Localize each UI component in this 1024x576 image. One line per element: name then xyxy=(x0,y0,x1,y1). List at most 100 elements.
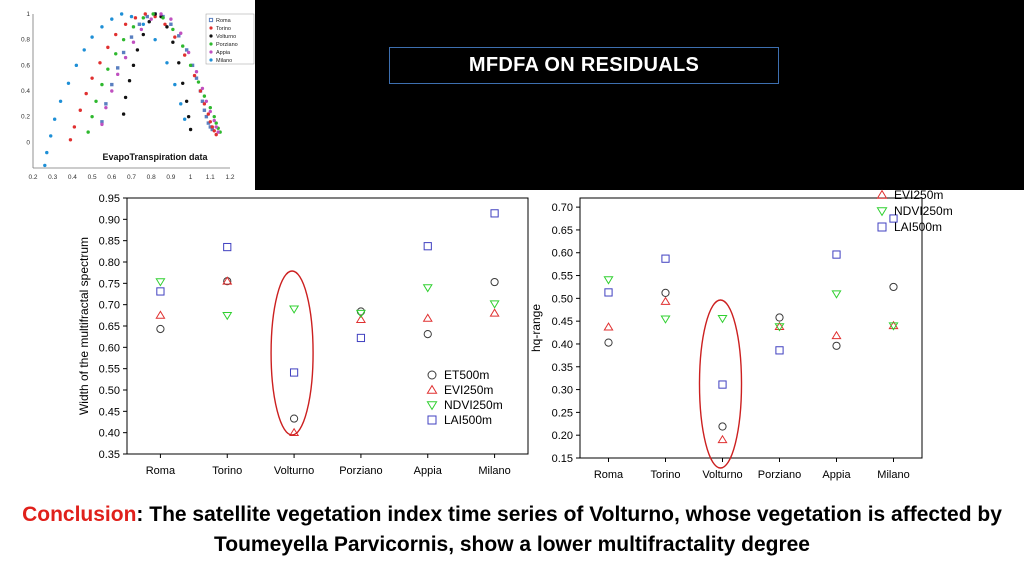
inset-legend-marker xyxy=(208,17,214,23)
y-tick-label: 0.20 xyxy=(552,430,573,442)
inset-point xyxy=(169,22,173,26)
inset-legend-marker xyxy=(209,50,213,54)
inset-x-tick-label: 0.6 xyxy=(107,174,116,181)
inset-point xyxy=(206,121,211,125)
legend-label-lai500m: LAI500m xyxy=(894,220,942,234)
inset-legend-marker xyxy=(209,34,213,38)
inset-point xyxy=(121,50,126,55)
inset-point xyxy=(208,125,212,129)
legend-label-evi250m: EVI250m xyxy=(894,188,943,202)
data-point-lai500m xyxy=(718,380,727,389)
y-tick-label: 0.95 xyxy=(99,193,120,205)
y-tick-label: 0.25 xyxy=(552,407,573,419)
inset-point xyxy=(131,63,136,68)
inset-point xyxy=(169,17,173,21)
inset-point xyxy=(173,82,177,87)
inset-x-tick-label: 0.8 xyxy=(147,174,156,181)
legend-label-et500m: ET500m xyxy=(444,368,489,382)
inset-legend-marker xyxy=(209,42,213,46)
inset-point xyxy=(165,61,169,65)
inset-point xyxy=(129,35,134,39)
inset-legend-label: Volturno xyxy=(216,34,236,40)
inset-point xyxy=(131,25,136,29)
slide-title: MFDFA ON RESIDUALS xyxy=(389,47,779,84)
inset-point xyxy=(66,81,71,86)
inset-point xyxy=(184,48,189,52)
data-point-et500m xyxy=(156,324,165,334)
inset-point xyxy=(147,20,151,24)
data-point-lai500m xyxy=(223,242,232,252)
inset-legend-label: Torino xyxy=(216,26,231,32)
legend-marker-lai500m xyxy=(877,222,887,232)
width-spectrum-chart: 0.35 0.40 0.45 0.50 0.55 0.60 0.65 0.70 0.75 0.80… xyxy=(77,193,529,477)
inset-point xyxy=(45,150,49,155)
inset-x-tick-label: 0.7 xyxy=(127,174,136,181)
data-point-lai500m xyxy=(356,333,366,343)
data-point-evi250m xyxy=(831,330,842,340)
inset-point xyxy=(149,17,153,21)
data-point-ndvi250m xyxy=(888,322,899,331)
inset-point xyxy=(129,14,134,19)
legend-marker-ndvi250m xyxy=(426,401,438,411)
inset-legend-box xyxy=(205,13,255,65)
inset-point xyxy=(204,114,209,119)
data-point-ndvi250m xyxy=(489,300,500,309)
data-point-lai500m xyxy=(889,214,898,223)
legend-marker-ndvi250m xyxy=(876,207,888,217)
inset-y-tick-label: 0.4 xyxy=(21,88,30,95)
conclusion: Conclusion: The satellite vegetation ind… xyxy=(0,500,1024,560)
inset-point xyxy=(137,22,142,26)
y-tick-label: 0.40 xyxy=(552,339,573,351)
y-tick-label: 0.45 xyxy=(552,316,573,328)
inset-point xyxy=(84,91,88,96)
inset-point xyxy=(212,129,216,133)
y-axis-label: Width of the multifractal spectrum xyxy=(77,237,91,415)
inset-point xyxy=(177,34,181,38)
inset-point xyxy=(192,73,197,78)
x-tick-label: Roma xyxy=(146,465,176,477)
data-point-evi250m xyxy=(222,276,233,285)
y-tick-label: 0.60 xyxy=(99,342,120,354)
data-point-lai500m xyxy=(156,287,165,296)
inset-point xyxy=(182,53,187,57)
inset-point xyxy=(194,76,199,80)
inset-legend-label: Appia xyxy=(216,50,231,56)
inset-point xyxy=(214,132,218,137)
inset-point xyxy=(100,122,104,127)
inset-y-tick-label: 0.8 xyxy=(21,37,30,44)
inset-point xyxy=(78,108,82,112)
inset-point xyxy=(110,82,114,87)
inset-point xyxy=(177,61,181,65)
inset-point xyxy=(165,25,169,29)
data-point-et500m xyxy=(832,341,841,350)
inset-y-tick-label: 0.6 xyxy=(21,62,30,69)
data-point-evi250m xyxy=(355,314,366,323)
y-tick-label: 0.45 xyxy=(99,406,120,418)
data-point-ndvi250m xyxy=(222,311,233,321)
inset-x-tick-label: 1 xyxy=(189,174,193,181)
x-tick-label: Torino xyxy=(651,469,681,481)
x-tick-label: Porziano xyxy=(339,465,382,477)
inset-point xyxy=(90,114,94,119)
inset-point xyxy=(139,27,144,32)
x-tick-label: Porziano xyxy=(758,469,801,481)
data-point-evi250m xyxy=(422,313,433,322)
inset-point xyxy=(210,127,214,132)
inset-point xyxy=(208,109,212,114)
inset-point xyxy=(190,63,195,68)
inset-point xyxy=(159,12,163,16)
inset-point xyxy=(208,120,212,124)
inset-point xyxy=(210,125,214,129)
conclusion-label: Conclusion xyxy=(22,503,137,526)
inset-point xyxy=(204,99,209,103)
inset-legend-label: Milano xyxy=(216,58,232,64)
x-tick-label: Volturno xyxy=(702,469,742,481)
data-point-et500m xyxy=(289,414,299,423)
inset-point xyxy=(98,61,102,65)
y-tick-label: 0.70 xyxy=(552,202,573,214)
inset-legend-label: Porziano xyxy=(216,42,238,48)
inset-legend-marker xyxy=(209,58,213,62)
inset-point xyxy=(208,105,212,110)
data-point-et500m xyxy=(356,307,366,316)
data-point-et500m xyxy=(661,288,670,297)
